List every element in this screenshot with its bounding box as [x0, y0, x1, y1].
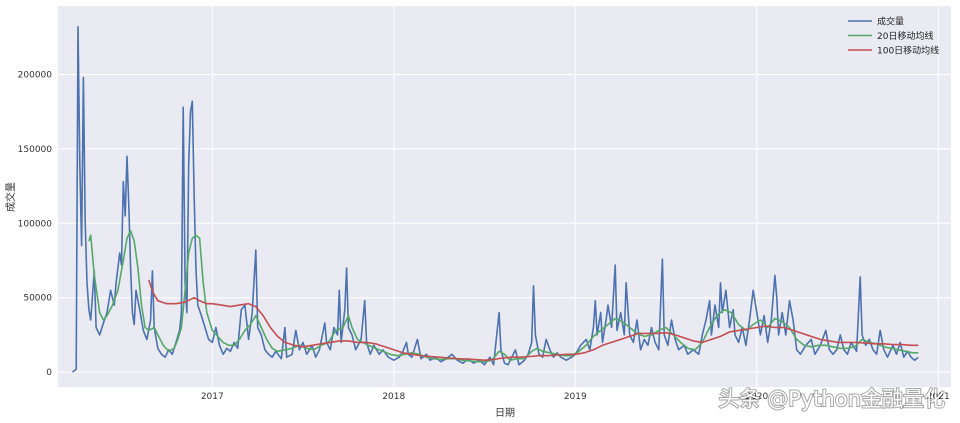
legend-label: 成交量: [877, 16, 904, 28]
y-tick-label: 100000: [18, 219, 53, 229]
y-tick-label: 0: [46, 368, 52, 378]
plot-area-background: [58, 6, 951, 387]
y-tick-label: 200000: [18, 70, 53, 80]
gridlines: [58, 6, 951, 387]
legend: 成交量 20日移动均线 100日移动均线: [848, 16, 939, 57]
y-axis-ticks: 0 50000 100000 150000 200000: [18, 70, 53, 378]
x-tick-label: 2019: [564, 392, 587, 402]
y-tick-label: 150000: [18, 145, 53, 155]
legend-label: 100日移动均线: [877, 45, 939, 57]
series-line: [88, 229, 919, 363]
watermark: 头条 @Python金融量化: [719, 387, 945, 411]
y-axis-label: 成交量: [4, 182, 17, 212]
x-tick-label: 2020: [745, 392, 768, 402]
legend-label: 20日移动均线: [877, 30, 933, 42]
x-tick-label: 2017: [201, 392, 224, 402]
x-axis-ticks: 2017 2018 2019 2020 2021: [201, 392, 950, 402]
y-tick-label: 50000: [23, 294, 52, 304]
series-lines: [71, 26, 919, 373]
series-line: [148, 279, 919, 361]
x-tick-label: 2018: [382, 392, 405, 402]
x-tick-label: 2021: [927, 392, 950, 402]
x-axis-label: 日期: [495, 407, 515, 419]
